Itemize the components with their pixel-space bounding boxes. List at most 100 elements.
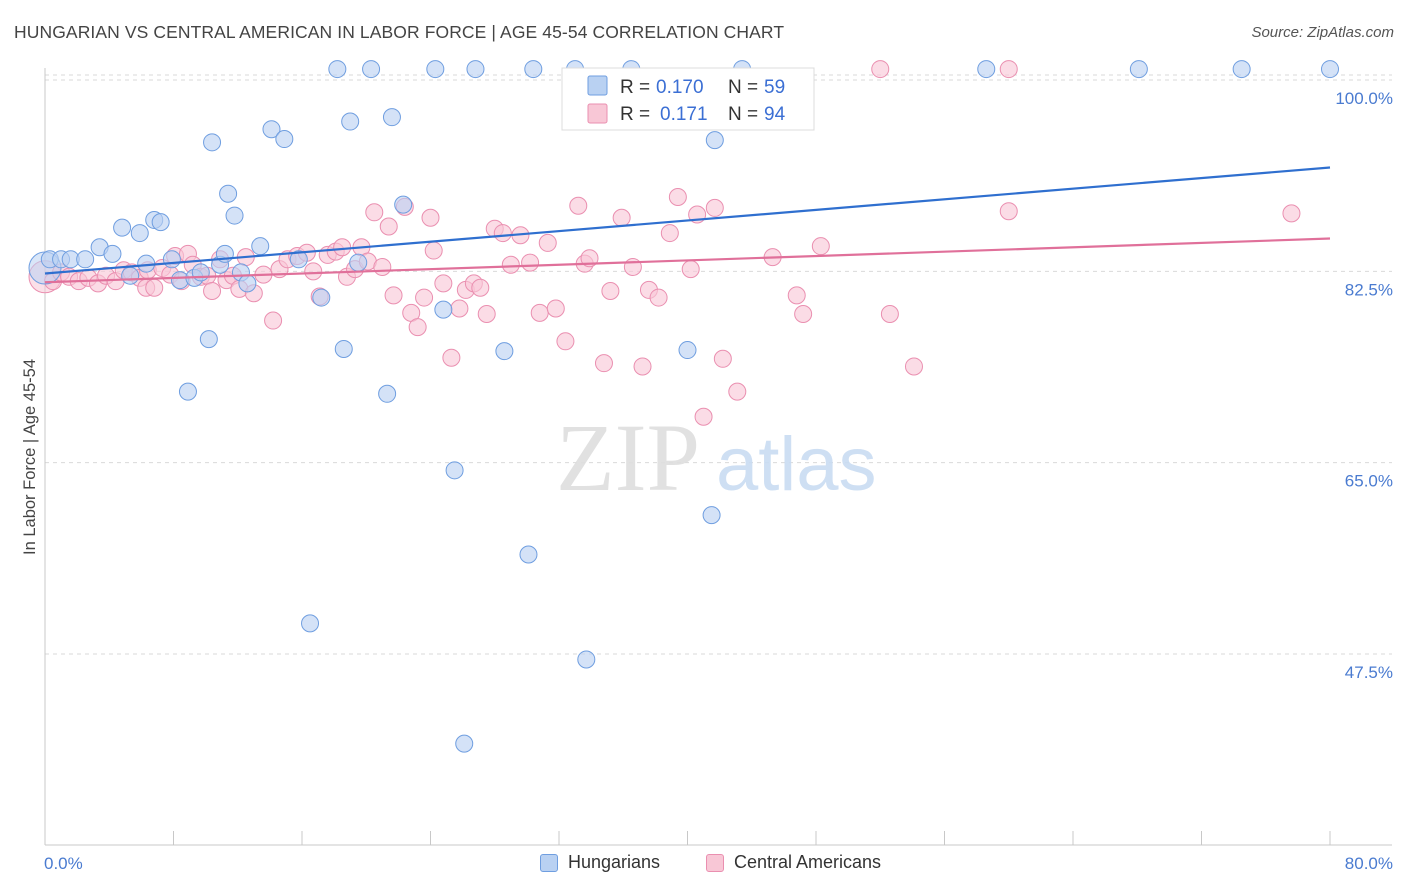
legend-n-value-1: 59	[764, 77, 785, 98]
y-tick-label-3: 100.0%	[1335, 89, 1393, 108]
hungarians-point-52	[702, 506, 721, 525]
hungarians-point-4	[76, 250, 95, 269]
legend-n-label-2: N =	[728, 104, 758, 125]
hungarians-point-43	[455, 734, 474, 753]
legend-item-central-americans: Central Americans	[706, 852, 881, 873]
central-americans-point-87	[713, 349, 732, 368]
central-americans-point-98	[1282, 204, 1301, 223]
hungarians-swatch	[540, 853, 558, 872]
legend-r-value-2: 0.171	[660, 104, 708, 125]
y-tick-label-1: 65.0%	[1345, 472, 1393, 491]
central-americans-point-67	[530, 303, 549, 322]
central-americans-point-45	[365, 203, 384, 222]
central-americans-point-94	[904, 357, 923, 376]
hungarians-point-13	[162, 250, 181, 269]
central-americans-point-68	[538, 233, 557, 252]
central-americans-point-80	[649, 288, 668, 307]
central-americans-point-23	[203, 282, 222, 301]
hungarians-point-32	[328, 60, 347, 79]
hungarians-point-39	[394, 195, 413, 214]
hungarians-point-46	[519, 545, 538, 564]
central-americans-point-66	[521, 253, 540, 272]
central-americans-point-69	[546, 299, 565, 318]
hungarians-point-12	[151, 213, 170, 232]
legend-r-label-1: R =	[620, 77, 650, 98]
hungarians-point-19	[203, 133, 222, 152]
central-americans-point-86	[705, 198, 724, 217]
hungarians-point-58	[1321, 60, 1339, 79]
central-americans-point-54	[424, 241, 443, 260]
legend-label-central-americans: Central Americans	[734, 852, 882, 872]
trend-lines	[44, 166, 1331, 284]
hungarians-point-49	[577, 650, 596, 669]
hungarians-point-31	[312, 288, 331, 307]
hungarians-point-36	[362, 60, 381, 79]
central-americans-point-14	[145, 278, 164, 297]
legend-r-label-2: R =	[620, 104, 650, 125]
correlation-legend: R = 0.170 N = 59 R = 0.171 N = 94	[561, 67, 815, 131]
hungarians-point-22	[219, 184, 238, 203]
hungarians-point-18	[199, 330, 218, 349]
hungarians-point-38	[382, 108, 401, 127]
hungarians-point-33	[334, 339, 353, 358]
watermark: ZIP atlas	[556, 404, 877, 511]
hungarians-point-8	[121, 266, 140, 285]
central-americans-point-71	[569, 196, 588, 215]
central-americans-point-90	[787, 286, 806, 305]
central-americans-point-92	[811, 237, 830, 256]
hungarians-point-6	[103, 244, 122, 263]
x-tick-label-1: 80.0%	[1345, 854, 1393, 873]
central-americans-point-57	[450, 299, 469, 318]
hungarians-point-9	[130, 224, 149, 243]
hungarians-point-53	[705, 131, 724, 150]
hungarians-point-27	[262, 120, 281, 139]
central-americans-point-82	[668, 187, 687, 206]
hungarians-point-29	[289, 250, 308, 269]
central-americans-point-51	[408, 318, 427, 337]
y-axis-label: In Labor Force | Age 45-54	[21, 359, 39, 555]
hungarians-point-35	[349, 253, 368, 272]
hungarians-point-23	[225, 206, 244, 225]
hungarians-point-51	[678, 341, 697, 360]
central-americans-point-97	[999, 60, 1018, 79]
central-americans-point-75	[601, 282, 620, 301]
central-americans-point-36	[304, 262, 323, 281]
legend-swatch-hungarians	[587, 75, 608, 96]
central-americans-point-31	[264, 311, 283, 330]
central-americans-point-81	[660, 224, 679, 243]
hungarians-point-56	[1232, 60, 1251, 79]
hungarians-point-42	[445, 461, 464, 480]
central-americans-point-91	[794, 304, 813, 323]
hungarians-point-57	[1129, 60, 1148, 79]
chart-source: Source: ZipAtlas.com	[1251, 24, 1394, 41]
central-americans-point-40	[333, 238, 352, 257]
central-americans-point-46	[373, 257, 392, 276]
hungarians-point-7	[113, 218, 132, 237]
x-tick-label-0: 0.0%	[44, 854, 83, 873]
hungarians-point-41	[434, 300, 453, 319]
hungarians-trend-line	[44, 166, 1331, 275]
watermark-zip: ZIP	[556, 404, 700, 511]
central-americans-point-53	[421, 208, 440, 227]
hungarians-point-28	[275, 130, 294, 149]
hungarians-point-26	[251, 237, 270, 256]
central-americans-point-64	[501, 255, 520, 274]
hungarians-point-30	[301, 614, 320, 633]
legend-item-hungarians: Hungarians	[540, 852, 660, 873]
hungarians-point-25	[238, 274, 257, 293]
y-tick-label-0: 47.5%	[1345, 663, 1393, 682]
legend-label-hungarians: Hungarians	[568, 852, 661, 872]
central-americans-point-55	[434, 274, 453, 293]
central-americans-point-63	[493, 224, 512, 243]
axes	[44, 68, 1392, 846]
central-americans-point-61	[477, 304, 496, 323]
watermark-atlas: atlas	[716, 422, 877, 507]
series-legend: Hungarians Central Americans	[0, 852, 1406, 878]
central-americans-point-70	[556, 332, 575, 351]
hungarians-point-55	[977, 60, 996, 79]
central-americans-point-60	[471, 278, 490, 297]
central-americans-point-73	[580, 249, 599, 268]
central-americans-point-78	[633, 357, 652, 376]
legend-r-value-1: 0.170	[656, 77, 704, 98]
central-americans-point-74	[594, 354, 613, 373]
